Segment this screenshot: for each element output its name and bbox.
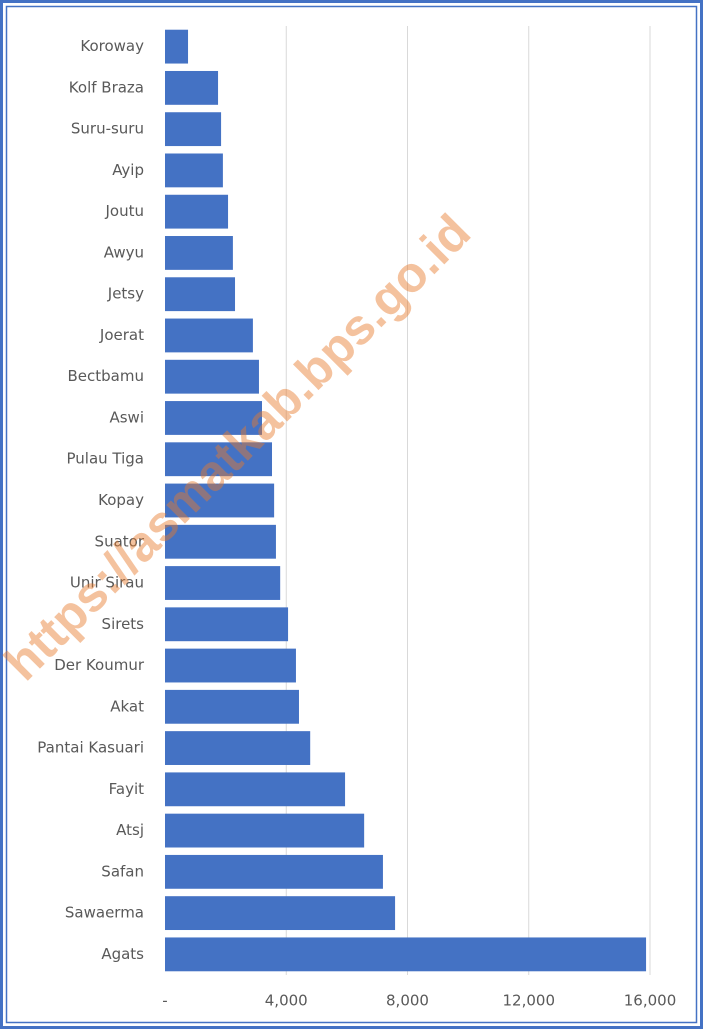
y-tick-label: Der Koumur [54, 656, 145, 674]
y-tick-label: Awyu [104, 243, 144, 261]
y-tick-label: Jetsy [107, 285, 144, 303]
y-tick-label: Agats [101, 945, 144, 963]
x-tick-label: 8,000 [386, 992, 429, 1010]
x-tick-label: 12,000 [503, 992, 556, 1010]
bar [165, 236, 233, 270]
y-tick-label: Sawaerma [65, 904, 144, 922]
x-tick-label: - [162, 992, 167, 1010]
bar [165, 277, 236, 312]
y-tick-label: Pantai Kasuari [37, 739, 144, 757]
bar [165, 29, 189, 64]
bar [165, 813, 365, 848]
y-tick-label: Kopay [98, 491, 144, 509]
bar [165, 524, 276, 559]
bar [165, 194, 229, 229]
plot-area: - 4,000 8,000 12,000 16,000 Koroway Kolf Braza… [37, 26, 676, 1010]
y-tick-label: Bectbamu [68, 367, 144, 385]
y-tick-label: Ayip [112, 161, 144, 179]
bar [165, 442, 273, 477]
bar [165, 153, 223, 188]
y-tick-label: Aswi [109, 408, 144, 426]
x-tick-label: 4,000 [265, 992, 308, 1010]
bar [165, 607, 289, 642]
y-tick-label: Atsj [116, 821, 144, 839]
y-tick-label: Fayit [109, 780, 144, 798]
bar [165, 318, 253, 353]
y-tick-label: Pulau Tiga [66, 450, 144, 468]
bar [165, 689, 299, 724]
y-tick-label: Koroway [80, 37, 144, 55]
y-tick-label: Sirets [102, 615, 145, 633]
bar [165, 854, 383, 889]
bar [165, 483, 275, 518]
bar [165, 70, 219, 105]
x-tick-label: 16,000 [624, 992, 677, 1010]
y-tick-label: Joerat [99, 326, 144, 344]
bar [165, 937, 647, 972]
y-tick-label: Kolf Braza [69, 78, 144, 96]
y-tick-label: Akat [110, 697, 144, 715]
bar [165, 731, 311, 765]
bar [165, 359, 259, 394]
bar [165, 772, 346, 807]
bar [165, 112, 222, 147]
y-tick-label: Suator [95, 532, 145, 550]
bar [165, 896, 396, 931]
inner-border [5, 5, 698, 1024]
y-tick-label: Joutu [105, 202, 145, 220]
bar [165, 401, 262, 435]
y-tick-label: Safan [101, 862, 144, 880]
y-tick-label: Suru-suru [71, 120, 144, 138]
y-tick-label: Unir Sirau [70, 574, 144, 592]
bar [165, 566, 281, 600]
bar [165, 648, 296, 683]
